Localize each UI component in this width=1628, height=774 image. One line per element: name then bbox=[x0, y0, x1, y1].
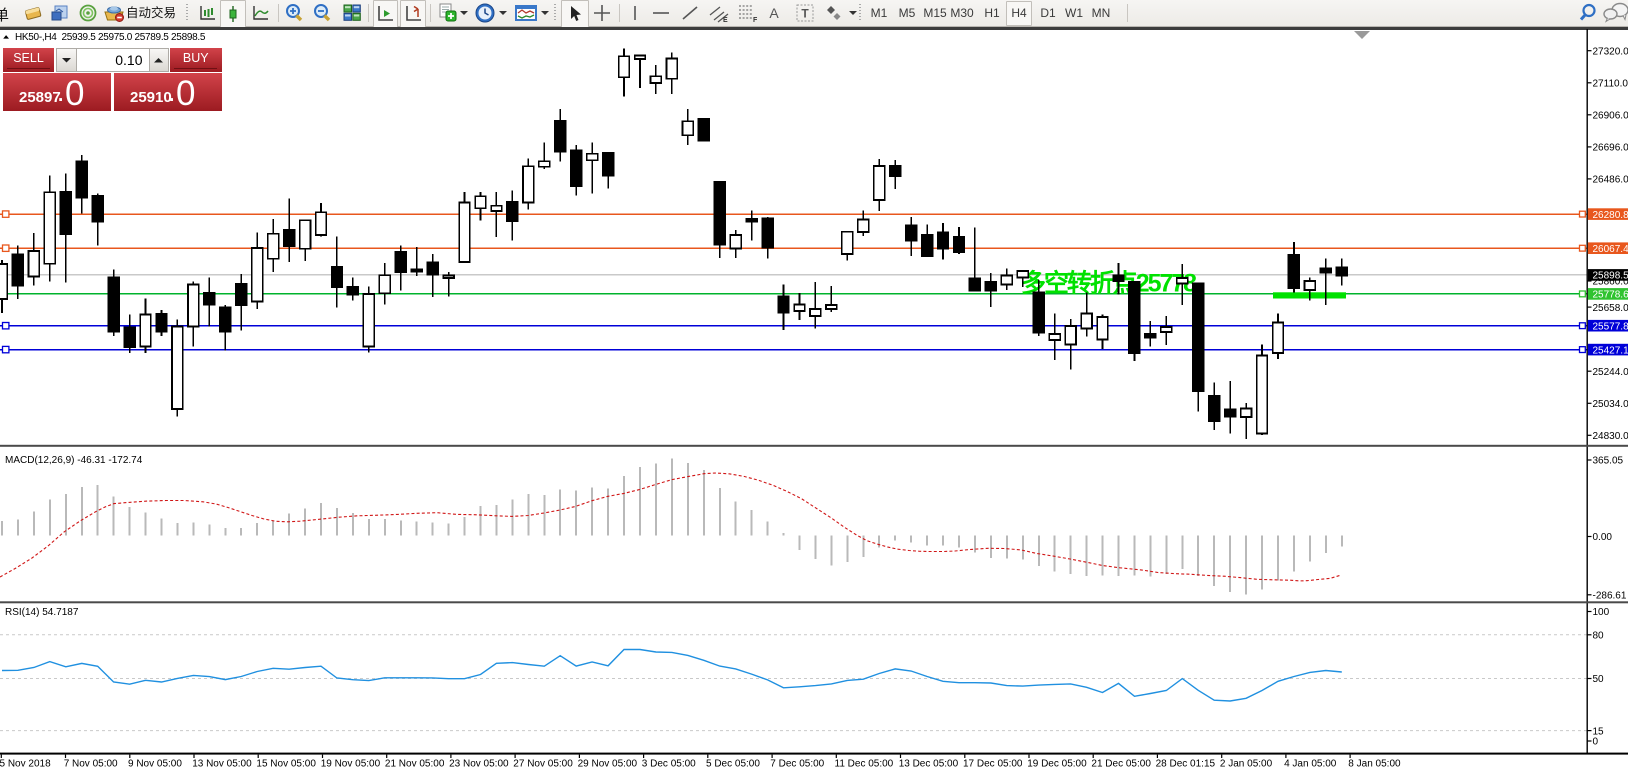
svg-text:0: 0 bbox=[1593, 737, 1599, 748]
svg-text:25427.1: 25427.1 bbox=[1593, 345, 1628, 356]
svg-text:4 Jan 05:00: 4 Jan 05:00 bbox=[1284, 759, 1337, 770]
svg-text:0.00: 0.00 bbox=[1593, 532, 1613, 543]
svg-text:2 Jan 05:00: 2 Jan 05:00 bbox=[1220, 759, 1273, 770]
svg-text:27110.0: 27110.0 bbox=[1593, 79, 1628, 90]
svg-text:25658.0: 25658.0 bbox=[1593, 303, 1628, 314]
svg-text:MACD(12,26,9) -46.31 -172.74: MACD(12,26,9) -46.31 -172.74 bbox=[5, 455, 143, 466]
svg-text:80: 80 bbox=[1593, 631, 1605, 642]
svg-text:21 Nov 05:00: 21 Nov 05:00 bbox=[385, 759, 445, 770]
svg-text:25898.5: 25898.5 bbox=[1593, 271, 1628, 282]
svg-text:26696.0: 26696.0 bbox=[1593, 143, 1628, 154]
svg-text:HK50-,H4 25939.5 25975.0 2578: HK50-,H4 25939.5 25975.0 25789.5 25898.5 bbox=[15, 32, 206, 43]
svg-text:25034.0: 25034.0 bbox=[1593, 399, 1628, 410]
svg-text:5 Dec 05:00: 5 Dec 05:00 bbox=[706, 759, 760, 770]
svg-text:27 Nov 05:00: 27 Nov 05:00 bbox=[513, 759, 573, 770]
svg-text:26280.8: 26280.8 bbox=[1593, 210, 1628, 221]
svg-text:24830.0: 24830.0 bbox=[1593, 431, 1628, 442]
svg-text:26486.0: 26486.0 bbox=[1593, 175, 1628, 186]
svg-text:100: 100 bbox=[1593, 607, 1610, 618]
svg-text:3 Dec 05:00: 3 Dec 05:00 bbox=[642, 759, 696, 770]
svg-text:E: E bbox=[723, 17, 728, 23]
svg-text:26067.4: 26067.4 bbox=[1593, 244, 1628, 255]
svg-text:RSI(14) 54.7187: RSI(14) 54.7187 bbox=[5, 607, 79, 618]
svg-text:多空转折点25778: 多空转折点25778 bbox=[1021, 269, 1197, 298]
svg-text:9 Nov 05:00: 9 Nov 05:00 bbox=[128, 759, 182, 770]
svg-text:21 Dec 05:00: 21 Dec 05:00 bbox=[1091, 759, 1151, 770]
svg-text:27320.0: 27320.0 bbox=[1593, 46, 1628, 57]
svg-text:F: F bbox=[753, 17, 758, 23]
svg-text:-286.61: -286.61 bbox=[1593, 591, 1627, 602]
svg-text:25244.0: 25244.0 bbox=[1593, 367, 1628, 378]
svg-text:29 Nov 05:00: 29 Nov 05:00 bbox=[578, 759, 638, 770]
svg-text:17 Dec 05:00: 17 Dec 05:00 bbox=[963, 759, 1023, 770]
svg-text:11 Dec 05:00: 11 Dec 05:00 bbox=[835, 759, 894, 770]
svg-text:13 Dec 05:00: 13 Dec 05:00 bbox=[899, 759, 959, 770]
svg-text:50: 50 bbox=[1593, 674, 1605, 685]
svg-text:19 Nov 05:00: 19 Nov 05:00 bbox=[321, 759, 381, 770]
svg-text:365.05: 365.05 bbox=[1593, 456, 1624, 467]
svg-text:28 Dec 01:15: 28 Dec 01:15 bbox=[1156, 759, 1216, 770]
svg-text:T: T bbox=[801, 7, 809, 21]
svg-text:8 Jan 05:00: 8 Jan 05:00 bbox=[1348, 759, 1401, 770]
svg-text:23 Nov 05:00: 23 Nov 05:00 bbox=[449, 759, 509, 770]
svg-text:7 Nov 05:00: 7 Nov 05:00 bbox=[64, 759, 118, 770]
svg-text:15 Nov 05:00: 15 Nov 05:00 bbox=[256, 759, 316, 770]
svg-text:13 Nov 05:00: 13 Nov 05:00 bbox=[192, 759, 252, 770]
svg-text:15: 15 bbox=[1593, 726, 1605, 737]
svg-text:25860.0: 25860.0 bbox=[1593, 277, 1628, 288]
svg-text:26906.0: 26906.0 bbox=[1593, 111, 1628, 122]
svg-text:7 Dec 05:00: 7 Dec 05:00 bbox=[770, 759, 824, 770]
svg-text:19 Dec 05:00: 19 Dec 05:00 bbox=[1027, 759, 1087, 770]
svg-text:25778.6: 25778.6 bbox=[1593, 290, 1628, 301]
svg-text:25577.8: 25577.8 bbox=[1593, 321, 1628, 332]
svg-text:5 Nov 2018: 5 Nov 2018 bbox=[0, 759, 51, 770]
